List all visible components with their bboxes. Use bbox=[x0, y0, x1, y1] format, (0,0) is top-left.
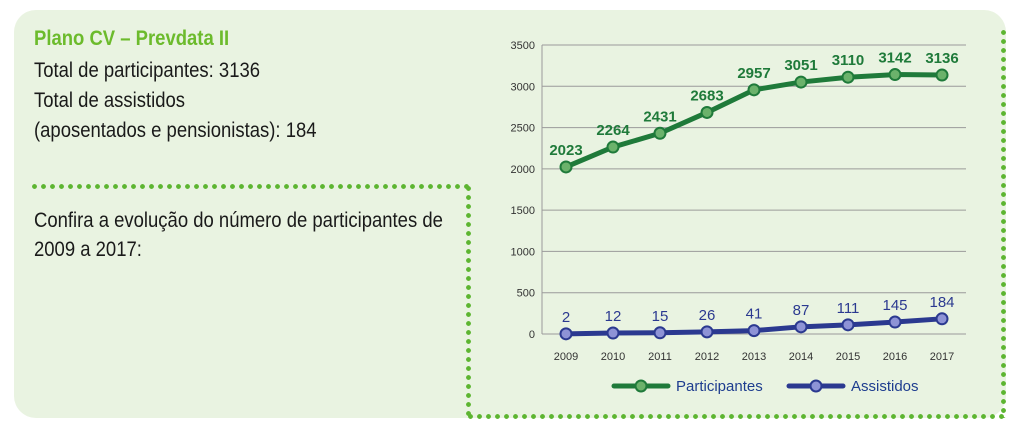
x-tick-label: 2013 bbox=[742, 351, 766, 363]
x-tick-label: 2011 bbox=[648, 351, 672, 363]
assisted-total: (aposentados e pensionistas): 184 bbox=[34, 119, 317, 143]
data-point bbox=[559, 160, 573, 174]
data-label: 87 bbox=[793, 302, 810, 319]
data-label: 2 bbox=[562, 309, 570, 326]
data-point bbox=[841, 70, 855, 84]
data-point bbox=[794, 75, 808, 89]
data-label: 2683 bbox=[690, 87, 723, 104]
data-label: 2957 bbox=[737, 65, 770, 82]
y-tick-label: 0 bbox=[529, 329, 535, 341]
dotted-border-left-chart bbox=[466, 184, 471, 418]
data-label: 15 bbox=[652, 308, 669, 325]
data-point bbox=[888, 68, 902, 82]
data-label: 41 bbox=[746, 306, 763, 323]
data-point bbox=[935, 68, 949, 82]
participants-value: 3136 bbox=[218, 59, 261, 82]
dotted-border-right bbox=[1001, 28, 1006, 418]
data-label: 2431 bbox=[643, 108, 676, 125]
assisted-label: Total de assistidos bbox=[34, 89, 186, 112]
x-tick-label: 2015 bbox=[836, 351, 860, 363]
data-point bbox=[653, 326, 667, 340]
x-tick-label: 2016 bbox=[883, 351, 907, 363]
x-tick-label: 2009 bbox=[554, 351, 578, 363]
data-point bbox=[888, 315, 902, 329]
data-point bbox=[794, 320, 808, 334]
participants-total: Total de participantes: 3136 bbox=[34, 59, 260, 83]
data-point bbox=[606, 326, 620, 340]
data-label: 111 bbox=[837, 300, 860, 317]
data-label: 3110 bbox=[832, 52, 865, 69]
data-point bbox=[841, 318, 855, 332]
legend-swatch-marker bbox=[634, 379, 648, 393]
data-point bbox=[559, 327, 573, 341]
data-point bbox=[653, 126, 667, 140]
x-tick-label: 2017 bbox=[930, 351, 954, 363]
y-tick-label: 500 bbox=[517, 288, 535, 300]
dotted-border-bottom bbox=[466, 414, 1006, 419]
dotted-divider bbox=[30, 184, 470, 189]
y-tick-label: 1000 bbox=[511, 246, 535, 258]
assisted-value: 184 bbox=[285, 119, 317, 142]
x-tick-label: 2010 bbox=[601, 351, 625, 363]
legend-label: Participantes bbox=[676, 378, 763, 395]
y-tick-label: 2500 bbox=[511, 123, 535, 135]
x-tick-label: 2014 bbox=[789, 351, 813, 363]
data-point bbox=[606, 140, 620, 154]
y-tick-label: 1500 bbox=[511, 205, 535, 217]
y-tick-label: 2000 bbox=[511, 164, 535, 176]
data-point bbox=[700, 325, 714, 339]
data-label: 2023 bbox=[549, 142, 582, 159]
intro-text: Confira a evolução do número de particip… bbox=[34, 209, 443, 261]
data-label: 26 bbox=[699, 307, 716, 324]
data-label: 12 bbox=[605, 308, 622, 325]
plan-title: Plano CV – Prevdata II bbox=[34, 27, 230, 50]
data-label: 2264 bbox=[596, 122, 630, 139]
assisted-note-label: (aposentados e pensionistas): bbox=[34, 119, 281, 142]
data-point bbox=[700, 105, 714, 119]
participants-label: Total de participantes: bbox=[34, 59, 214, 82]
data-point bbox=[935, 312, 949, 326]
data-point bbox=[747, 324, 761, 338]
y-tick-label: 3000 bbox=[511, 81, 535, 93]
data-label: 3136 bbox=[925, 50, 958, 67]
data-label: 3142 bbox=[878, 50, 911, 67]
x-tick-label: 2012 bbox=[695, 351, 719, 363]
data-label: 184 bbox=[929, 294, 954, 311]
legend-swatch-marker bbox=[809, 379, 823, 393]
y-tick-label: 3500 bbox=[511, 40, 535, 52]
data-label: 3051 bbox=[784, 57, 817, 74]
data-label: 145 bbox=[882, 297, 907, 314]
data-point bbox=[747, 83, 761, 97]
legend-label: Assistidos bbox=[851, 378, 919, 395]
